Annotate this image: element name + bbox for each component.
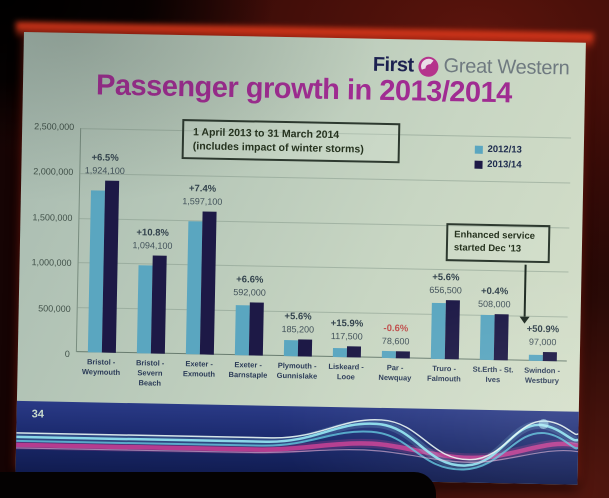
bar-pair <box>283 339 312 357</box>
bar-2013-14 <box>101 180 119 353</box>
category-label: Liskeard - Looe <box>328 361 364 382</box>
legend-entry-1: 2012/13 <box>474 144 522 156</box>
bar-pair <box>381 350 410 359</box>
bar-pair <box>332 346 361 358</box>
slide-footer-band: 34 <box>15 400 579 485</box>
y-tick-label: 2,500,000 <box>34 121 75 132</box>
category-label: Par - Newquay <box>378 363 412 383</box>
bar-2012-13 <box>283 340 298 357</box>
bar-2012-13 <box>381 350 396 359</box>
legend-label: 2013/14 <box>487 158 522 171</box>
presentation-slide: First Great Western Passenger growth in … <box>15 32 589 485</box>
bar-2012-13 <box>479 314 495 361</box>
y-tick-label: 0 <box>64 348 70 359</box>
legend-entry-2: 2013/14 <box>474 159 522 171</box>
bar-2013-14 <box>395 351 410 359</box>
bar-2013-14 <box>542 352 557 362</box>
y-tick-label: 500,000 <box>38 302 71 314</box>
category-label: St.Erth - St. Ives <box>472 364 514 385</box>
bar-2013-14 <box>150 255 167 354</box>
legend-swatch <box>474 145 483 154</box>
period-note-box: 1 April 2013 to 31 March 2014 (includes … <box>181 119 401 164</box>
legend-swatch <box>474 160 483 169</box>
slide-page-number: 34 <box>31 408 45 421</box>
bar-group-7: -0.6% 78,600 Par - Newquay <box>371 134 424 383</box>
y-tick-label: 1,000,000 <box>31 257 72 269</box>
footer-wave-graphic <box>15 419 579 471</box>
y-tick-label: 1,500,000 <box>32 211 73 223</box>
fgw-logo: First Great Western <box>373 54 570 81</box>
audience-silhouette <box>0 472 436 498</box>
bar-pair <box>136 255 167 354</box>
legend-label: 2012/13 <box>487 143 522 156</box>
bar-group-2: +10.8% 1,094,100 Bristol - Severn Beach <box>126 129 179 388</box>
bar-group-3: +7.4% 1,597,100 Exeter - Exmouth <box>175 130 228 379</box>
bar-2012-13 <box>528 354 543 362</box>
bar-2012-13 <box>332 347 347 358</box>
chart-legend: 2012/13 2013/14 <box>474 144 522 171</box>
category-label: Bristol - Severn Beach <box>135 358 165 388</box>
bar-2013-14 <box>297 339 312 357</box>
category-label: Swindon - Westbury <box>524 365 561 386</box>
category-label: Exeter - Barnstaple <box>228 360 268 380</box>
category-label: Truro - Falmouth <box>426 363 461 384</box>
bar-labels: +50.9% 97,000 <box>497 323 589 349</box>
fgw-swirl-icon <box>418 56 439 77</box>
bar-pair <box>87 180 119 353</box>
category-label: Exeter - Exmouth <box>182 359 216 379</box>
bar-pair <box>528 352 557 362</box>
bar-2012-13 <box>430 302 446 360</box>
bar-2013-14 <box>346 346 361 358</box>
callout-line2: started Dec '13 <box>453 242 522 255</box>
enhanced-service-callout-box: Enhanced service started Dec '13 <box>445 223 551 263</box>
bar-2012-13 <box>234 305 250 356</box>
period-note-line2: (includes impact of winter storms) <box>192 140 364 156</box>
category-label: Plymouth - Gunnislake <box>276 360 318 381</box>
callout-arrow-head-icon <box>519 316 530 324</box>
value-label: 97,000 <box>528 336 557 348</box>
category-label: Bristol - Weymouth <box>81 357 121 378</box>
